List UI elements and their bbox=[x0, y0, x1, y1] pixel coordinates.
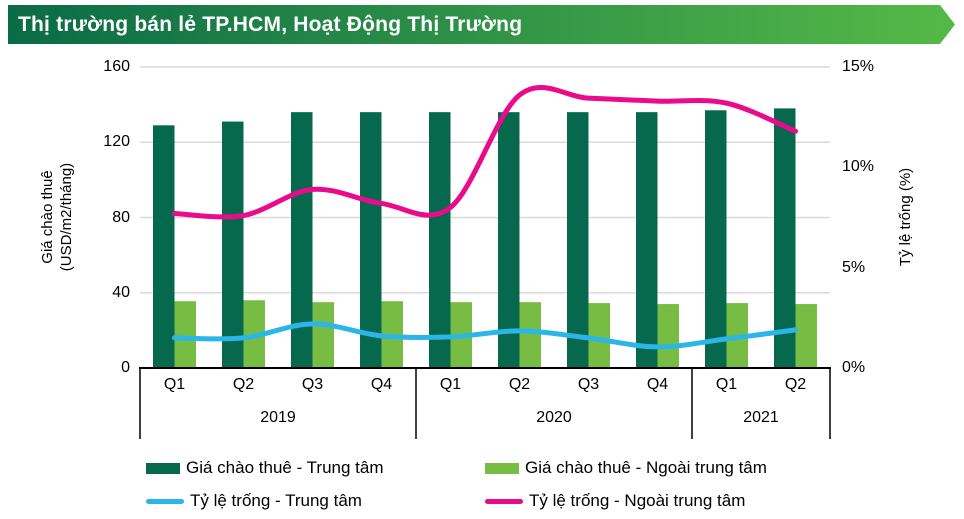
x-year-label: 2019 bbox=[260, 409, 296, 426]
x-quarter-label: Q3 bbox=[301, 376, 324, 393]
bar-noncenter bbox=[657, 304, 679, 368]
legend-swatch-vacancy-center bbox=[146, 498, 184, 504]
bar-center bbox=[774, 108, 796, 368]
legend-item-rent-noncenter: Giá chào thuê - Ngoài trung tâm bbox=[485, 456, 767, 480]
bar-center bbox=[222, 121, 244, 369]
right-axis-tick-label: 10% bbox=[842, 158, 875, 176]
x-quarter-label: Q2 bbox=[232, 376, 255, 393]
left-axis-tick-label: 0 bbox=[121, 359, 130, 376]
x-axis-line bbox=[139, 367, 831, 369]
x-quarter-label: Q1 bbox=[439, 376, 462, 393]
bar-noncenter bbox=[312, 302, 334, 368]
x-quarter-label: Q3 bbox=[577, 376, 600, 393]
line-vacancy-noncenter bbox=[172, 85, 798, 220]
bar-center bbox=[291, 112, 313, 369]
legend-item-rent-center: Giá chào thuê - Trung tâm bbox=[146, 456, 384, 480]
bar-center bbox=[705, 110, 727, 369]
left-axis-title-line1: Giá chào thuê bbox=[39, 170, 56, 264]
bar-center bbox=[498, 112, 520, 369]
x-quarter-label: Q1 bbox=[163, 376, 186, 393]
bar-center bbox=[360, 112, 382, 369]
x-quarter-label: Q1 bbox=[715, 376, 738, 393]
legend-label: Giá chào thuê - Ngoài trung tâm bbox=[525, 458, 767, 477]
bar-center bbox=[567, 112, 589, 369]
legend-label: Tỷ lệ trống - Trung tâm bbox=[190, 491, 362, 510]
right-axis-title: Tỷ lệ trống (%) bbox=[897, 167, 914, 267]
right-axis-tick-label: 15% bbox=[842, 58, 875, 75]
left-axis-tick-label: 40 bbox=[112, 283, 130, 301]
x-year-label: 2021 bbox=[743, 409, 779, 426]
left-axis-tick-label: 120 bbox=[103, 133, 130, 151]
line-vacancy-center bbox=[172, 321, 798, 350]
legend-swatch-rent-center bbox=[146, 462, 180, 474]
legend-swatch-vacancy-noncenter bbox=[485, 498, 523, 504]
bar-noncenter bbox=[588, 303, 610, 368]
x-quarter-label: Q4 bbox=[370, 376, 393, 393]
right-axis-tick-label: 0% bbox=[842, 359, 866, 376]
left-axis-tick-label: 80 bbox=[112, 208, 130, 226]
x-quarter-label: Q4 bbox=[646, 376, 669, 393]
bar-center bbox=[636, 112, 658, 369]
left-axis-tick-label: 160 bbox=[103, 58, 130, 75]
x-quarter-label: Q2 bbox=[508, 376, 531, 393]
x-year-label: 2020 bbox=[536, 409, 572, 426]
bar-noncenter bbox=[519, 302, 541, 368]
legend-label: Tỷ lệ trống - Ngoài trung tâm bbox=[529, 491, 746, 510]
bar-center bbox=[153, 125, 175, 368]
legend-swatch-rent-noncenter bbox=[485, 462, 519, 474]
right-axis-tick-label: 5% bbox=[842, 258, 866, 276]
page-title: Thị trường bán lẻ TP.HCM, Hoạt Động Thị … bbox=[18, 12, 523, 36]
x-quarter-label: Q2 bbox=[784, 376, 807, 393]
legend-item-vacancy-center: Tỷ lệ trống - Trung tâm bbox=[146, 489, 362, 513]
legend-label: Giá chào thuê - Trung tâm bbox=[186, 458, 384, 477]
legend-item-vacancy-noncenter: Tỷ lệ trống - Ngoài trung tâm bbox=[485, 489, 745, 513]
bar-center bbox=[429, 112, 451, 369]
bar-noncenter bbox=[795, 304, 817, 368]
title-banner: Thị trường bán lẻ TP.HCM, Hoạt Động Thị … bbox=[8, 5, 955, 44]
bar-noncenter bbox=[174, 301, 196, 368]
